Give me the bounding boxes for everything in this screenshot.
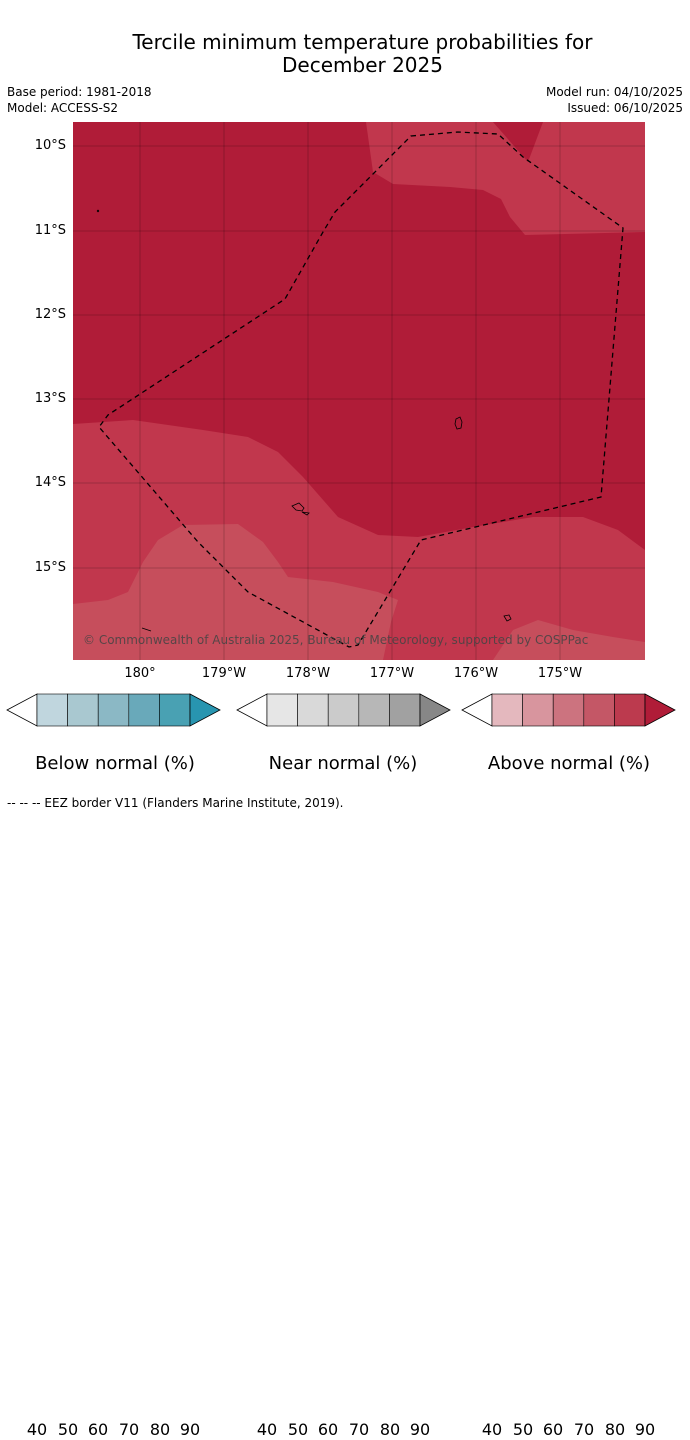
lon-label-180: 180° — [124, 666, 156, 681]
colorbar-above-normal-title: Above normal (%) — [487, 753, 651, 774]
cbar-tick: 90 — [179, 1420, 201, 1439]
colorbar-min-extend — [236, 693, 268, 727]
grid-lines — [73, 122, 645, 660]
cbar-tick: 40 — [481, 1420, 503, 1439]
colorbar-segment — [297, 693, 329, 727]
cbar-tick: 50 — [512, 1420, 534, 1439]
colorbar-below-normal-ticks: 40 50 60 70 80 90 — [6, 1420, 226, 1440]
colorbar-above-normal-bar — [461, 693, 676, 727]
cbar-tick: 60 — [317, 1420, 339, 1439]
islands — [96, 209, 512, 632]
colorbar-segment — [614, 693, 646, 727]
copyright-notice: © Commonwealth of Australia 2025, Bureau… — [83, 633, 589, 647]
colorbar-near-normal-title: Near normal (%) — [268, 753, 418, 774]
model-run: Model run: 04/10/2025 — [545, 85, 683, 99]
lon-label-177w: 177°W — [369, 666, 415, 681]
colorbar-segment — [583, 693, 615, 727]
colorbar-below-normal-bar — [6, 693, 221, 727]
title-line-1: Tercile minimum temperature probabilitie… — [132, 30, 593, 54]
lon-label-175w: 175°W — [537, 666, 583, 681]
cbar-tick: 40 — [256, 1420, 278, 1439]
colorbar-segment — [159, 693, 191, 727]
colorbar-min-extend — [461, 693, 493, 727]
meta-right: Model run: 04/10/2025 Issued: 06/10/2025 — [546, 84, 683, 116]
issued-date: Issued: 06/10/2025 — [567, 101, 683, 115]
meta-left: Base period: 1981-2018 Model: ACCESS-S2 — [7, 84, 152, 116]
lat-label-12s: 12°S — [34, 307, 66, 322]
colorbar-below-normal-title: Below normal (%) — [35, 753, 195, 774]
cbar-tick: 70 — [118, 1420, 140, 1439]
region-bottom-right-light — [493, 620, 645, 660]
colorbar-above-normal: 40 50 60 70 80 90 — [461, 692, 681, 1439]
cbar-tick: 90 — [634, 1420, 656, 1439]
colorbar-max-extend — [644, 693, 676, 727]
colorbar-segment — [97, 693, 130, 727]
lat-label-15s: 15°S — [34, 560, 66, 575]
colorbar-segment — [67, 693, 99, 727]
colorbar-segment — [128, 693, 160, 727]
map-title: Tercile minimum temperature probabilitie… — [0, 31, 690, 77]
colorbar-segment — [552, 693, 585, 727]
cbar-tick: 60 — [87, 1420, 109, 1439]
lat-label-14s: 14°S — [34, 475, 66, 490]
eez-border — [98, 131, 624, 648]
colorbar-above-normal-ticks: 40 50 60 70 80 90 — [461, 1420, 681, 1440]
base-period: Base period: 1981-2018 — [7, 85, 152, 99]
title-line-2: December 2025 — [282, 53, 443, 77]
region-bottom-light — [73, 524, 398, 660]
colorbar-segment — [36, 693, 68, 727]
lat-label-13s: 13°S — [34, 391, 66, 406]
lat-label-10s: 10°S — [34, 138, 66, 153]
colorbar-segment — [389, 693, 421, 727]
cbar-tick: 50 — [287, 1420, 309, 1439]
lon-label-178w: 178°W — [285, 666, 331, 681]
colorbar-near-normal-bar — [236, 693, 451, 727]
cbar-tick: 90 — [409, 1420, 431, 1439]
lon-label-179w: 179°W — [201, 666, 247, 681]
colorbar-max-extend — [189, 693, 221, 727]
cbar-tick: 70 — [348, 1420, 370, 1439]
colorbar-max-extend — [419, 693, 451, 727]
lon-label-176w: 176°W — [453, 666, 499, 681]
eez-legend-footer: -- -- -- EEZ border V11 (Flanders Marine… — [7, 796, 344, 810]
colorbar-segment — [266, 693, 298, 727]
colorbar-min-extend — [6, 693, 38, 727]
cbar-tick: 50 — [57, 1420, 79, 1439]
cbar-tick: 40 — [26, 1420, 48, 1439]
colorbar-segment — [522, 693, 554, 727]
cbar-tick: 80 — [604, 1420, 626, 1439]
colorbar-segment — [491, 693, 523, 727]
cbar-tick: 80 — [379, 1420, 401, 1439]
cbar-tick: 80 — [149, 1420, 171, 1439]
probability-map — [73, 122, 645, 660]
model-name: Model: ACCESS-S2 — [7, 101, 119, 115]
colorbar-near-normal: 40 50 60 70 80 90 — [236, 692, 456, 1439]
colorbar-segment — [327, 693, 360, 727]
colorbar-segment — [358, 693, 390, 727]
colorbar-below-normal: 40 50 60 70 80 90 — [6, 692, 226, 1439]
cbar-tick: 60 — [542, 1420, 564, 1439]
lat-label-11s: 11°S — [34, 223, 66, 238]
cbar-tick: 70 — [573, 1420, 595, 1439]
colorbar-near-normal-ticks: 40 50 60 70 80 90 — [236, 1420, 456, 1440]
region-top-right — [366, 122, 645, 235]
